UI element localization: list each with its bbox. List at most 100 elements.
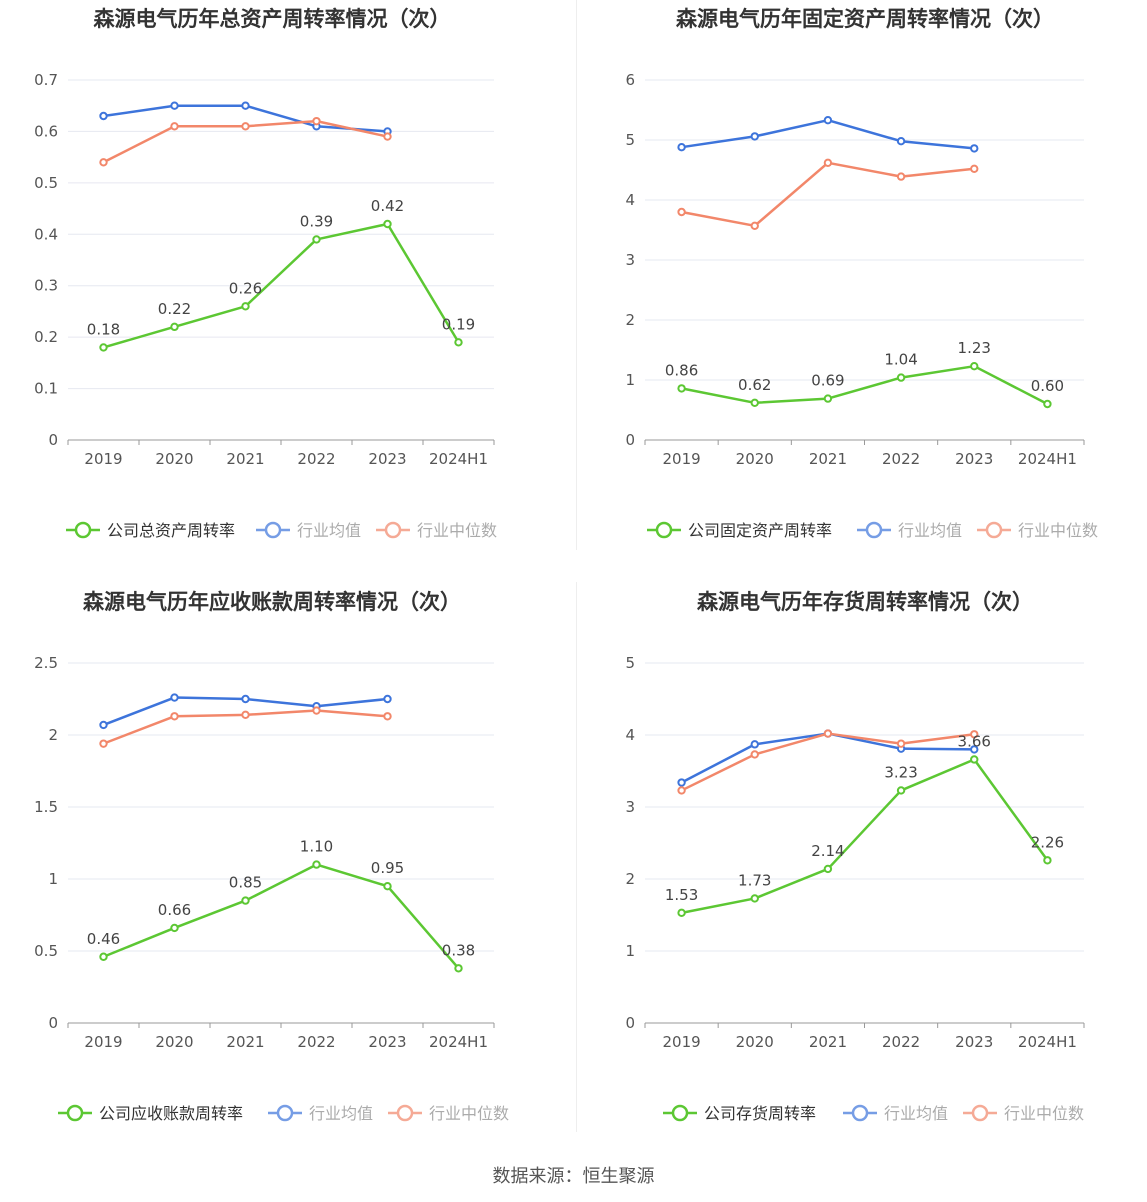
x-tick-label: 2021	[809, 450, 847, 468]
data-point-median	[170, 712, 179, 721]
x-tick-label: 2023	[955, 450, 993, 468]
data-point-company	[241, 302, 250, 311]
data-point-company	[970, 362, 979, 371]
data-point-avg	[970, 745, 979, 754]
legend-circle-icon	[655, 521, 673, 539]
y-tick-label: 1	[48, 870, 58, 888]
x-tick-label: 2019	[84, 1033, 122, 1051]
x-tick-label: 2019	[662, 450, 700, 468]
data-point-median	[896, 172, 906, 181]
legend-circle-icon	[74, 521, 92, 539]
legend-item-company[interactable]: 公司应收账款周转率	[58, 1104, 243, 1123]
legend-label: 行业中位数	[1004, 1104, 1084, 1123]
data-label: 0.22	[158, 300, 191, 318]
legend-label: 行业均值	[309, 1104, 373, 1123]
data-label: 1.04	[884, 351, 917, 369]
inventory-turnover-chart: 森源电气历年存货周转率情况（次） 0 1 2 3 4 5 2019 2020 2021 2022 20…	[625, 590, 1085, 1123]
y-tick-label: 0.2	[34, 328, 58, 346]
data-point-median	[677, 786, 686, 795]
data-label: 0.62	[738, 376, 771, 394]
legend-item-median[interactable]: 行业中位数	[977, 521, 1098, 540]
legend-circle-icon	[985, 521, 1003, 539]
fixed-asset-turnover-chart: 森源电气历年固定资产周转率情况（次） 0 1 2 3 4 5 6 2019 2020 2021 202…	[625, 7, 1098, 540]
data-point-company	[823, 864, 833, 874]
y-tick-label: 0.1	[34, 380, 58, 398]
chart-legend: 公司总资产周转率 行业均值 行业中位数	[66, 521, 497, 540]
data-point-median	[241, 122, 250, 131]
legend-item-median[interactable]: 行业中位数	[963, 1104, 1084, 1123]
chart-legend: 公司固定资产周转率 行业均值 行业中位数	[647, 521, 1098, 540]
legend-item-company[interactable]: 公司固定资产周转率	[647, 521, 832, 540]
y-tick-label: 0	[625, 431, 635, 449]
data-point-median	[750, 221, 759, 231]
y-tick-label: 5	[625, 654, 635, 672]
y-tick-label: 0.3	[34, 277, 58, 295]
data-point-company	[896, 786, 906, 795]
data-point-avg	[750, 740, 759, 749]
legend-item-median[interactable]: 行业中位数	[388, 1104, 509, 1123]
legend-item-company[interactable]: 公司存货周转率	[663, 1104, 816, 1123]
data-point-company	[383, 882, 392, 891]
data-label: 0.38	[442, 941, 475, 959]
chart-title: 森源电气历年固定资产周转率情况（次）	[676, 7, 1054, 31]
data-point-avg	[677, 143, 686, 152]
series-line-avg	[681, 118, 975, 150]
data-point-company	[677, 384, 686, 393]
data-point-company	[312, 860, 321, 869]
series-line-company	[681, 364, 1048, 406]
y-tick-label: 0	[48, 1014, 58, 1032]
data-point-company	[383, 219, 392, 229]
x-tick-label: 2023	[368, 1033, 406, 1051]
series-line-median	[681, 732, 975, 792]
data-point-median	[823, 729, 833, 738]
series-line-company	[103, 863, 460, 970]
x-tick-label: 2019	[662, 1033, 700, 1051]
data-label: 1.23	[958, 339, 991, 357]
data-label: 0.60	[1031, 377, 1064, 395]
legend-item-avg[interactable]: 行业均值	[843, 1104, 948, 1123]
legend-item-company[interactable]: 公司总资产周转率	[66, 521, 235, 540]
y-tick-label: 3	[625, 798, 635, 816]
y-tick-label: 0.4	[34, 225, 58, 243]
legend-label: 公司存货周转率	[704, 1104, 816, 1123]
legend-item-median[interactable]: 行业中位数	[376, 521, 497, 540]
legend-label: 行业均值	[297, 521, 361, 540]
legend-item-avg[interactable]: 行业均值	[857, 521, 962, 540]
data-label: 0.86	[665, 361, 698, 379]
data-point-median	[383, 132, 392, 141]
data-point-company	[241, 896, 250, 905]
data-label: 0.26	[229, 279, 262, 297]
data-point-company	[1043, 399, 1052, 409]
y-tick-label: 2	[625, 870, 635, 888]
legend-circle-icon	[865, 521, 883, 539]
legend-circle-icon	[396, 1104, 414, 1122]
x-tick-label: 2024H1	[429, 1033, 488, 1051]
data-point-company	[99, 343, 108, 352]
y-tick-label: 3	[625, 251, 635, 269]
x-tick-label: 2021	[226, 1033, 264, 1051]
x-tick-label: 2022	[297, 1033, 335, 1051]
y-tick-label: 1	[625, 371, 635, 389]
data-point-company	[312, 235, 321, 244]
data-point-company	[170, 322, 179, 332]
data-label: 2.26	[1031, 833, 1064, 851]
data-point-company	[454, 964, 463, 973]
x-tick-label: 2021	[226, 450, 264, 468]
chart-title: 森源电气历年总资产周转率情况（次）	[94, 7, 451, 31]
data-point-median	[970, 730, 979, 739]
receivables-turnover-chart: 森源电气历年应收账款周转率情况（次） 0 0.5 1 1.5 2 2.5 2019 2020 20…	[34, 590, 509, 1123]
legend-item-avg[interactable]: 行业均值	[256, 521, 361, 540]
x-tick-label: 2021	[809, 1033, 847, 1051]
data-label: 0.66	[158, 901, 191, 919]
y-tick-label: 0.7	[34, 71, 58, 89]
data-point-avg	[677, 778, 686, 787]
legend-item-avg[interactable]: 行业均值	[268, 1104, 373, 1123]
legend-circle-icon	[971, 1104, 989, 1122]
x-tick-label: 2020	[155, 1033, 193, 1051]
total-asset-turnover-chart: 森源电气历年总资产周转率情况（次） 0 0.1 0.2 0.3 0.4 0.5 0.6 0.7 2…	[34, 7, 497, 540]
x-tick-label: 2024H1	[429, 450, 488, 468]
data-point-company	[99, 952, 108, 961]
y-tick-label: 0.5	[34, 174, 58, 192]
data-label: 0.39	[300, 212, 333, 230]
